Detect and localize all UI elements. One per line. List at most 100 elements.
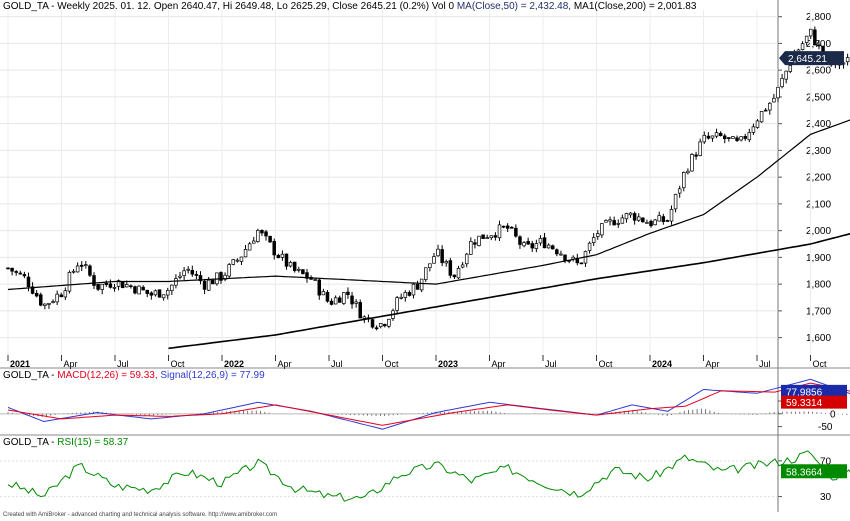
candle-body <box>817 44 821 47</box>
candle-body <box>108 283 113 288</box>
candle-body <box>616 222 621 225</box>
candle-body <box>215 272 219 285</box>
macd-label: MACD(12,26) = 59.33, <box>57 370 158 381</box>
candle-body <box>112 286 117 289</box>
candle-body <box>518 236 522 245</box>
macd-line <box>7 382 850 426</box>
macd-tick-label: 0 <box>830 409 836 420</box>
candle-body <box>125 284 129 288</box>
candle-body <box>624 213 629 220</box>
candle-body <box>739 136 743 141</box>
candle-body <box>596 233 600 237</box>
x-tick-label: 2024 <box>652 359 672 369</box>
candle-body <box>579 262 584 265</box>
candle-body <box>358 302 362 319</box>
ma200-label: MA1(Close,200) = 2,001.83 <box>573 1 697 12</box>
x-tick-label: Jul <box>117 359 129 369</box>
candle-body <box>92 275 96 286</box>
candle-body <box>305 272 309 279</box>
macd-value-label: 77.9856 <box>786 387 823 398</box>
candle-body <box>677 188 682 194</box>
candle-body <box>354 301 358 304</box>
candle-body <box>100 283 104 290</box>
candle-body <box>710 135 715 139</box>
price-tick-label: 1,800 <box>806 280 831 291</box>
rsi-symbol: GOLD_TA - <box>3 437 55 448</box>
x-tick-label: Jul <box>545 359 557 369</box>
candle-body <box>120 281 125 289</box>
candle-body <box>88 265 92 276</box>
candle-body <box>378 323 383 327</box>
candle-body <box>768 102 772 111</box>
candle-body <box>243 248 248 258</box>
candle-body <box>18 272 23 275</box>
price-tick-label: 2,200 <box>806 173 831 184</box>
candle-body <box>329 300 334 305</box>
candle-body <box>649 220 653 227</box>
candle-body <box>161 294 166 299</box>
candle-body <box>522 242 526 247</box>
candle-body <box>718 132 723 137</box>
candle-body <box>526 240 530 245</box>
candle-body <box>231 259 236 265</box>
x-tick-label: Jul <box>331 359 343 369</box>
ma50-label: MA(Close,50) = 2,432.48, <box>456 1 572 12</box>
macd-value-badge <box>781 384 847 398</box>
candle-body <box>317 279 322 296</box>
rsi-line <box>7 450 850 502</box>
candle-body <box>211 279 215 285</box>
candle-body <box>714 132 719 137</box>
candle-body <box>440 249 444 264</box>
candle-body <box>206 279 211 291</box>
candle-body <box>505 225 510 229</box>
candle-body <box>227 264 231 277</box>
candle-body <box>776 86 780 99</box>
candle-body <box>469 241 473 255</box>
macd-header: GOLD_TA - MACD(12,26) = 59.33, Signal(12… <box>3 370 265 382</box>
candle-body <box>501 225 506 228</box>
macd-value-badge <box>781 395 847 409</box>
candle-body <box>47 302 51 305</box>
moving-average-line <box>168 232 850 350</box>
candle-body <box>456 268 461 279</box>
candle-body <box>735 137 739 141</box>
candle-body <box>170 284 174 291</box>
candle-body <box>632 213 637 221</box>
candle-body <box>415 284 420 290</box>
candle-body <box>661 216 666 222</box>
candle-body <box>403 292 408 298</box>
candle-body <box>96 283 100 290</box>
candle-body <box>636 216 641 221</box>
candle-body <box>149 292 154 296</box>
candle-body <box>669 209 674 222</box>
candle-body <box>780 78 784 88</box>
candle-body <box>268 235 272 243</box>
rsi-value-label: 58.3664 <box>786 467 823 478</box>
price-tick-label: 1,900 <box>806 253 831 264</box>
x-tick-label: 2022 <box>224 359 244 369</box>
candle-body <box>485 237 489 239</box>
rsi-label: RSI(15) = 58.37 <box>57 437 129 448</box>
candle-body <box>219 272 223 281</box>
candle-body <box>43 303 47 306</box>
candle-body <box>26 276 31 287</box>
candle-body <box>706 135 711 139</box>
candle-body <box>280 253 285 258</box>
candle-body <box>489 235 494 239</box>
candle-body <box>190 270 195 275</box>
candle-body <box>559 253 563 256</box>
candle-body <box>800 43 805 50</box>
candle-body <box>755 120 760 128</box>
candle-body <box>301 269 305 275</box>
signal-label: Signal(12,26,9) = 77.99 <box>160 370 265 381</box>
candle-body <box>22 274 27 277</box>
candle-body <box>407 292 412 296</box>
candle-body <box>333 297 338 305</box>
candle-body <box>14 271 18 273</box>
candle-body <box>694 154 698 157</box>
candle-body <box>751 126 756 133</box>
candle-body <box>665 220 670 222</box>
candle-body <box>288 261 293 267</box>
candle-body <box>804 35 809 43</box>
candle-body <box>813 29 817 46</box>
